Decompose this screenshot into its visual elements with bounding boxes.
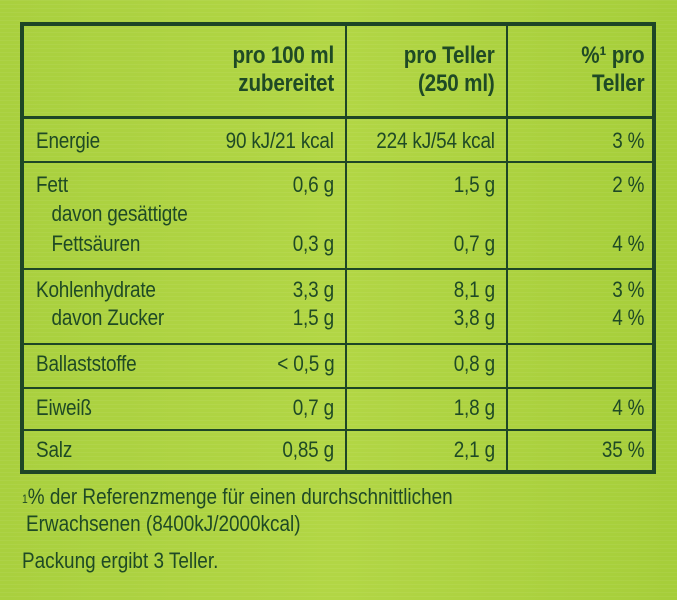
header-ri-line2: Teller: [591, 70, 644, 97]
row-label-davon-zucker: davon Zucker: [51, 305, 165, 330]
header-ri-pro: pro: [605, 42, 644, 69]
column-divider-2: [506, 26, 508, 470]
fett-per-serving: 1,5 g: [453, 172, 495, 197]
footnote-text-1: % der Referenzmenge für einen durchschni…: [27, 484, 453, 509]
energie-ri: 3 %: [611, 128, 644, 153]
header-per-serving: pro Teller (250 ml): [404, 42, 495, 98]
salz-per100: 0,85 g: [282, 437, 334, 462]
servings-note: Packung ergibt 3 Teller.: [22, 548, 219, 573]
row-divider: [24, 429, 652, 431]
header-per-serving-line1: pro Teller: [404, 42, 495, 69]
row-label-energie: Energie: [36, 128, 101, 153]
ballaststoffe-per-serving: 0,8 g: [453, 351, 495, 376]
row-label-eiweiss: Eiweiß: [36, 395, 92, 420]
footnote-marker: 1: [22, 492, 28, 506]
column-divider-1: [345, 26, 347, 470]
ballaststoffe-per100: < 0,5 g: [276, 351, 334, 376]
row-label-kohlenhydrate: Kohlenhydrate: [36, 277, 156, 302]
row-label-davon-gesaettigte: davon gesättigte: [51, 201, 188, 226]
header-ri-line1: %¹ pro: [581, 42, 644, 70]
fettsaeuren-per-serving: 0,7 g: [453, 231, 495, 256]
fettsaeuren-per100: 0,3 g: [292, 231, 334, 256]
header-per-serving-line2: (250 ml): [418, 70, 495, 97]
row-label-fettsaeuren: Fettsäuren: [51, 231, 141, 256]
salz-ri: 35 %: [601, 437, 645, 462]
header-ri-percent: %¹: [580, 42, 606, 69]
row-label-fett: Fett: [36, 172, 68, 197]
header-per-100ml-line2: zubereitet: [238, 70, 334, 97]
eiweiss-per-serving: 1,8 g: [453, 395, 495, 420]
header-per-100ml-line1: pro 100 ml: [232, 42, 334, 69]
kohlenhydrate-per100: 3,3 g: [292, 277, 334, 302]
eiweiss-ri: 4 %: [611, 395, 644, 420]
row-divider: [24, 161, 652, 163]
fett-per100: 0,6 g: [292, 172, 334, 197]
footnote-line-2: Erwachsenen (8400kJ/2000kcal): [26, 511, 301, 536]
row-label-salz: Salz: [36, 437, 73, 462]
kohlenhydrate-ri: 3 %: [611, 277, 644, 302]
row-label-ballaststoffe: Ballaststoffe: [36, 351, 137, 376]
header-per-100ml: pro 100 ml zubereitet: [232, 42, 334, 98]
zucker-per-serving: 3,8 g: [453, 305, 495, 330]
row-divider: [24, 343, 652, 345]
kohlenhydrate-per-serving: 8,1 g: [453, 277, 495, 302]
zucker-per100: 1,5 g: [292, 305, 334, 330]
fettsaeuren-ri: 4 %: [611, 231, 644, 256]
row-divider: [24, 268, 652, 270]
energie-per100: 90 kJ/21 kcal: [225, 128, 334, 153]
salz-per-serving: 2,1 g: [453, 437, 495, 462]
header-ri-per-serving: %¹ pro Teller: [581, 42, 644, 98]
nutrition-table: pro 100 ml zubereitet pro Teller (250 ml…: [20, 22, 656, 474]
energie-per-serving: 224 kJ/54 kcal: [376, 128, 495, 153]
header-divider: [24, 116, 652, 119]
row-divider: [24, 387, 652, 389]
zucker-ri: 4 %: [611, 305, 644, 330]
fett-ri: 2 %: [611, 172, 644, 197]
footnote-line-1: 1% der Referenzmenge für einen durchschn…: [22, 484, 453, 510]
eiweiss-per100: 0,7 g: [292, 395, 334, 420]
